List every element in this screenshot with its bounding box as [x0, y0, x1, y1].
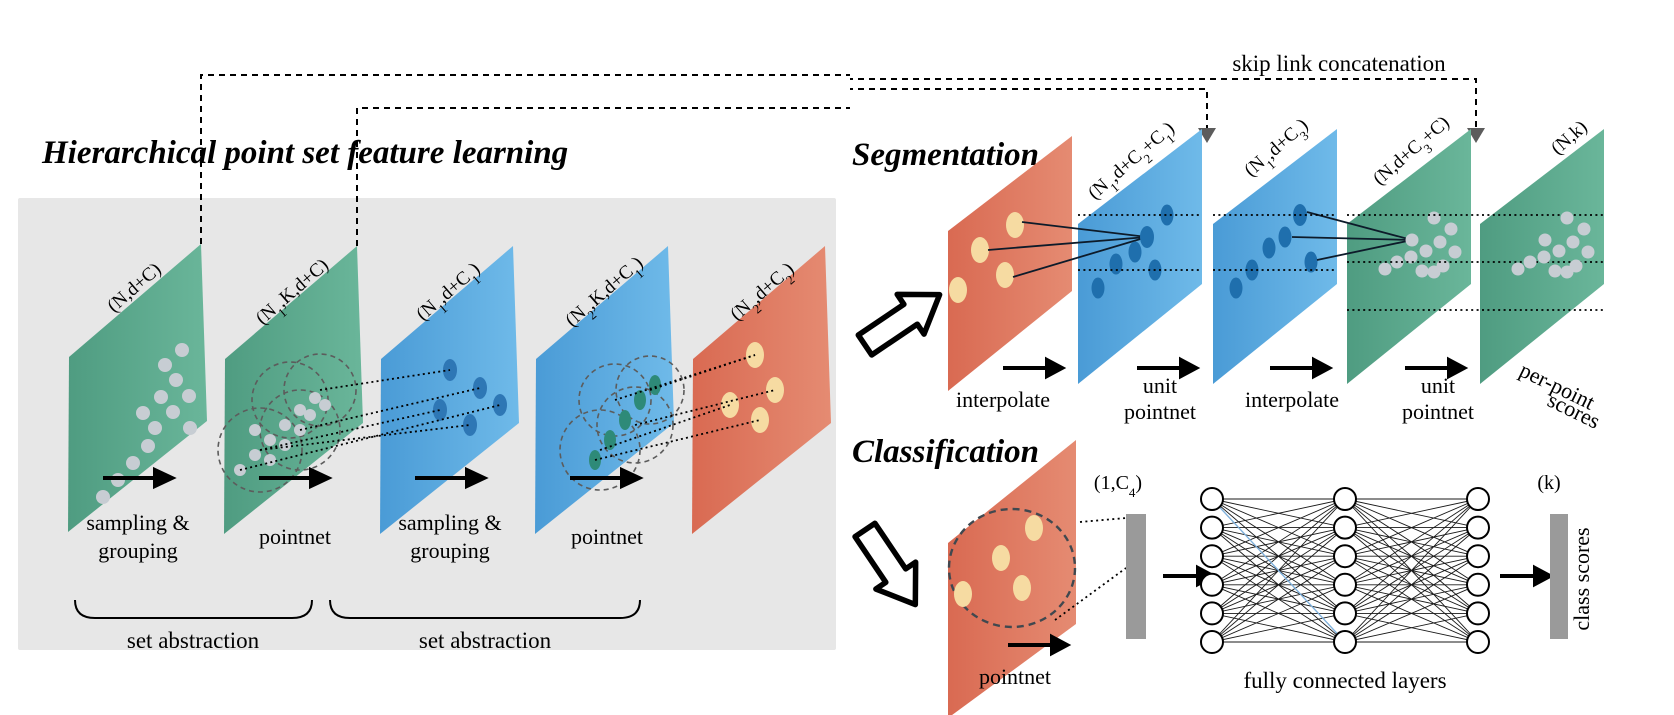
svg-text:pointnet: pointnet	[571, 524, 643, 549]
svg-text:pointnet: pointnet	[1402, 399, 1474, 424]
svg-text:interpolate: interpolate	[1245, 387, 1339, 412]
svg-text:set abstraction: set abstraction	[127, 628, 260, 650]
svg-text:sampling &: sampling &	[86, 510, 189, 535]
svg-text:grouping: grouping	[410, 538, 489, 563]
svg-text:pointnet: pointnet	[259, 524, 331, 549]
svg-text:skip link concatenation: skip link concatenation	[1232, 51, 1446, 76]
svg-text:set abstraction: set abstraction	[419, 628, 552, 650]
svg-text:sampling &: sampling &	[398, 510, 501, 535]
svg-text:Segmentation: Segmentation	[852, 137, 1039, 173]
svg-text:unit: unit	[1421, 373, 1455, 398]
svg-text:Classification: Classification	[852, 434, 1039, 470]
svg-text:pointnet: pointnet	[1124, 399, 1196, 424]
svg-text:(1,C4): (1,C4)	[1094, 472, 1142, 500]
svg-text:pointnet: pointnet	[979, 664, 1051, 689]
svg-text:grouping: grouping	[98, 538, 177, 563]
svg-text:class scores: class scores	[1569, 527, 1594, 630]
svg-text:interpolate: interpolate	[956, 387, 1050, 412]
svg-text:fully connected layers: fully connected layers	[1243, 668, 1446, 693]
svg-text:(k): (k)	[1537, 472, 1560, 494]
svg-text:unit: unit	[1143, 373, 1177, 398]
